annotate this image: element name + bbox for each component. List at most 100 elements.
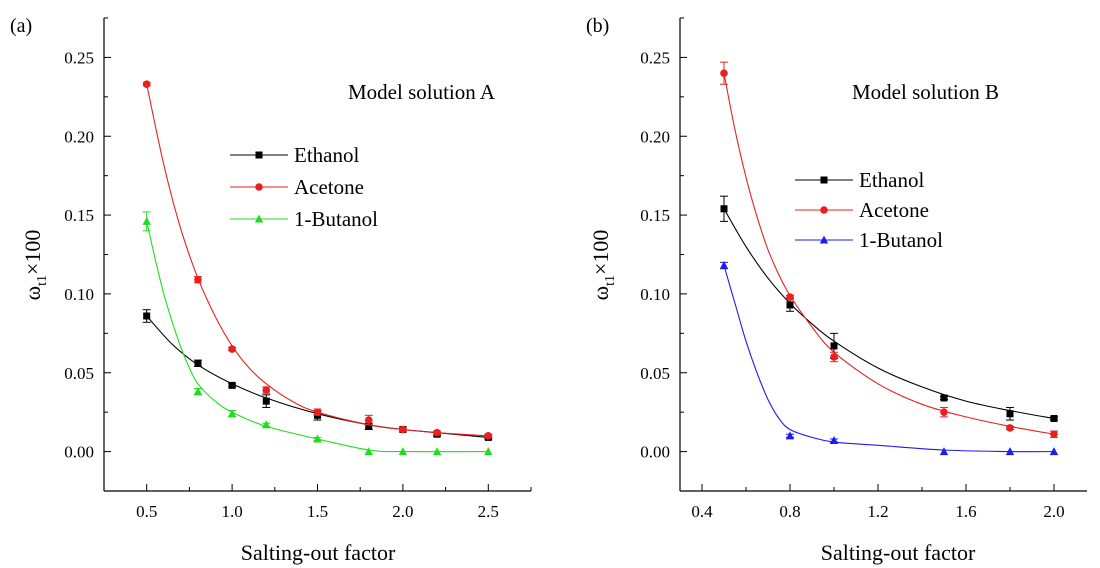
x-tick-label-b: 0.4 bbox=[691, 502, 713, 521]
x-tick-label-b: 1.6 bbox=[955, 502, 976, 521]
legend-label: Acetone bbox=[294, 175, 364, 199]
y-tick-label-a: 0.00 bbox=[64, 443, 94, 462]
data-point-acetone bbox=[1006, 424, 1014, 432]
legend-label: Ethanol bbox=[859, 168, 924, 192]
legend-marker bbox=[254, 214, 264, 223]
data-point-acetone bbox=[364, 416, 373, 424]
data-point-ethanol bbox=[262, 397, 270, 405]
data-point-acetone bbox=[484, 432, 493, 440]
data-point-ethanol bbox=[1050, 414, 1058, 422]
x-tick-label-a: 1.5 bbox=[307, 502, 328, 521]
data-point-ethanol bbox=[830, 342, 838, 350]
y-tick-label-b: 0.15 bbox=[640, 206, 670, 225]
data-point-acetone bbox=[262, 386, 271, 394]
legend-label: Ethanol bbox=[294, 143, 359, 167]
y-tick-label-b: 0.25 bbox=[640, 48, 670, 67]
data-point-1-butanol bbox=[484, 447, 493, 456]
data-point-1-butanol bbox=[142, 216, 151, 225]
legend-marker bbox=[820, 206, 828, 214]
chart-title-a: Model solution A bbox=[348, 80, 496, 104]
y-tick-label-a: 0.20 bbox=[64, 127, 94, 146]
y-tick-label-a: 0.15 bbox=[64, 206, 94, 225]
x-tick-label-a: 2.0 bbox=[392, 502, 413, 521]
panel-label-b: (b) bbox=[586, 15, 609, 37]
data-point-ethanol bbox=[228, 381, 236, 389]
legend-marker bbox=[820, 176, 828, 184]
y-tick-label-b: 0.00 bbox=[640, 443, 670, 462]
y-axis-label-b: ωt1×100 bbox=[588, 230, 618, 301]
data-point-1-butanol bbox=[364, 447, 373, 456]
y-tick-label-b: 0.10 bbox=[640, 285, 670, 304]
data-point-ethanol bbox=[786, 301, 794, 309]
data-point-1-butanol bbox=[1005, 447, 1015, 456]
data-point-1-butanol bbox=[398, 447, 408, 456]
panel-label-a: (a) bbox=[10, 15, 32, 37]
series-acetone-b bbox=[720, 61, 1058, 439]
legend-item-acetone-a: Acetone bbox=[230, 175, 364, 199]
data-point-1-butanol bbox=[1049, 447, 1059, 456]
data-point-1-butanol bbox=[193, 387, 203, 396]
legend-marker bbox=[255, 183, 263, 191]
data-point-1-butanol bbox=[829, 436, 839, 445]
series-acetone-a bbox=[142, 80, 493, 440]
legend-label: 1-Butanol bbox=[294, 207, 378, 231]
panel-b: (b) 0.00 0.05 0.10 0.15 0.20 0.25 0.4 0.8 1.2 1.6… bbox=[586, 15, 1087, 565]
data-point-1-butanol bbox=[785, 431, 795, 440]
legend-item-1-butanol-b: 1-Butanol bbox=[795, 228, 943, 252]
fit-line-acetone-a bbox=[146, 84, 489, 437]
legend-item-1-butanol-a: 1-Butanol bbox=[230, 207, 378, 231]
data-point-acetone bbox=[830, 353, 838, 361]
legend-marker bbox=[819, 235, 829, 244]
y-tick-label-b: 0.05 bbox=[640, 364, 670, 383]
x-tick-label-a: 1.0 bbox=[221, 502, 242, 521]
panel-a: (a) 0.00 0.05 0.10 0.15 0.20 0.25 0.5 1.0 1.5 2.0… bbox=[10, 15, 532, 565]
x-axis-label-b: Salting-out factor bbox=[821, 540, 976, 565]
data-point-1-butanol bbox=[939, 447, 949, 456]
x-tick-label-b: 1.2 bbox=[867, 502, 888, 521]
fit-line-acetone-b bbox=[723, 73, 1055, 435]
series-1-butanol-a bbox=[142, 211, 493, 456]
series-ethanol-a bbox=[142, 309, 493, 441]
y-tick-label-a: 0.25 bbox=[64, 48, 94, 67]
y-tick-label-b: 0.20 bbox=[640, 127, 670, 146]
y-tick-label-a: 0.10 bbox=[64, 285, 94, 304]
legend-item-ethanol-b: Ethanol bbox=[795, 168, 924, 192]
data-point-acetone bbox=[142, 80, 151, 89]
data-point-acetone bbox=[194, 275, 202, 284]
legend-item-acetone-b: Acetone bbox=[795, 198, 929, 222]
data-point-ethanol bbox=[720, 205, 728, 213]
data-point-1-butanol bbox=[313, 434, 322, 443]
fit-line-1-butanol-b bbox=[723, 265, 1055, 453]
data-point-ethanol bbox=[194, 359, 202, 367]
chart-title-b: Model solution B bbox=[852, 80, 999, 104]
data-point-ethanol bbox=[940, 394, 948, 402]
y-axis-label-a: ωt1×100 bbox=[20, 230, 50, 301]
data-point-ethanol bbox=[143, 312, 151, 320]
data-point-acetone bbox=[720, 69, 728, 77]
x-tick-label-b: 2.0 bbox=[1043, 502, 1064, 521]
data-point-acetone bbox=[1050, 430, 1058, 439]
data-point-acetone bbox=[228, 345, 236, 353]
data-point-1-butanol bbox=[227, 409, 237, 418]
data-point-acetone bbox=[399, 425, 407, 434]
x-tick-label-b: 0.8 bbox=[779, 502, 800, 521]
data-point-ethanol bbox=[1006, 410, 1014, 418]
data-point-acetone bbox=[433, 428, 441, 437]
data-point-1-butanol bbox=[262, 420, 271, 429]
legend-marker bbox=[255, 151, 263, 159]
data-point-1-butanol bbox=[432, 447, 442, 456]
series-1-butanol-b bbox=[719, 261, 1059, 456]
legend-label: 1-Butanol bbox=[859, 228, 943, 252]
data-point-acetone bbox=[786, 293, 794, 301]
legend-item-ethanol-a: Ethanol bbox=[230, 143, 359, 167]
x-axis-label-a: Salting-out factor bbox=[241, 540, 396, 565]
x-tick-label-a: 0.5 bbox=[136, 502, 157, 521]
data-point-acetone bbox=[940, 408, 948, 416]
data-point-acetone bbox=[313, 408, 322, 416]
data-point-1-butanol bbox=[719, 261, 729, 270]
x-tick-label-a: 2.5 bbox=[478, 502, 499, 521]
y-tick-label-a: 0.05 bbox=[64, 364, 94, 383]
legend-label: Acetone bbox=[859, 198, 929, 222]
data-point-ethanol bbox=[365, 422, 373, 430]
